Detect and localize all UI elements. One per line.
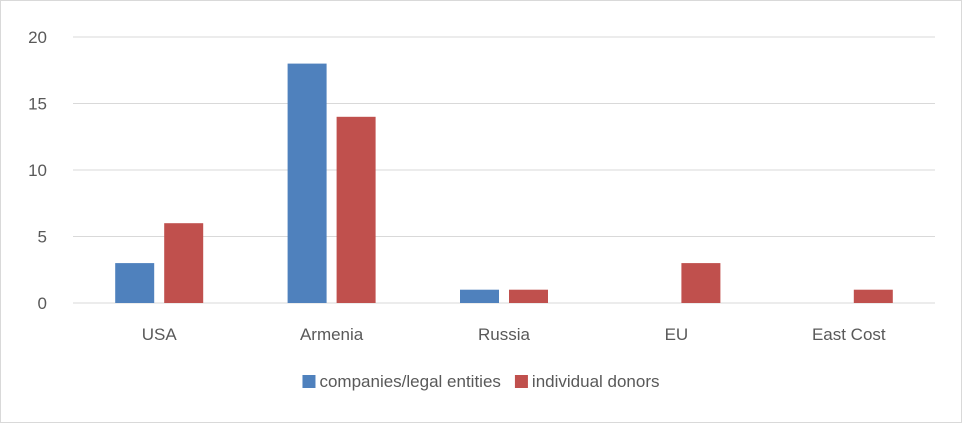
- bar-russia-series-1: [460, 289, 499, 303]
- x-tick-label: Russia: [478, 325, 531, 344]
- x-tick-label: USA: [142, 325, 178, 344]
- x-axis-tick-labels: USA Armenia Russia EU East Cost: [142, 325, 886, 344]
- y-tick-label: 5: [38, 228, 47, 247]
- bar-armenia-series-1: [287, 63, 327, 303]
- bar-usa-series-1: [115, 263, 155, 303]
- bar-russia-series-2: [509, 289, 548, 303]
- y-tick-label: 10: [28, 161, 47, 180]
- x-tick-label: East Cost: [812, 325, 886, 344]
- legend-label-series-1: companies/legal entities: [319, 372, 500, 391]
- bar-east-cost-series-2: [853, 289, 893, 303]
- legend-swatch-series-1: [302, 375, 316, 388]
- y-tick-label: 15: [28, 95, 47, 114]
- x-tick-label: Armenia: [300, 325, 364, 344]
- x-tick-label: EU: [665, 325, 689, 344]
- bar-armenia-series-2: [336, 116, 376, 303]
- gridlines: [73, 36, 935, 304]
- bar-usa-series-2: [164, 223, 204, 303]
- y-tick-label: 0: [38, 294, 47, 313]
- legend: companies/legal entities individual donor…: [302, 372, 660, 391]
- legend-swatch-series-2: [514, 375, 528, 388]
- bar-eu-series-2: [681, 263, 721, 303]
- bars: [115, 63, 893, 303]
- y-tick-label: 20: [28, 28, 47, 47]
- legend-label-series-2: individual donors: [532, 372, 660, 391]
- y-axis-tick-labels: 0 5 10 15 20: [28, 28, 47, 313]
